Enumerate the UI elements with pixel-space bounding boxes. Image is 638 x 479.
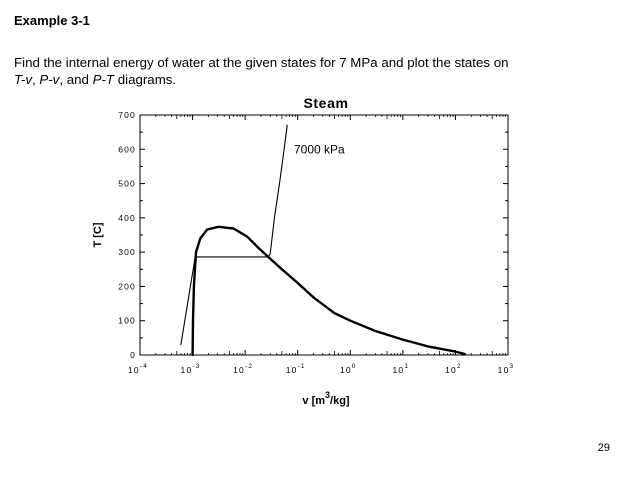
chart-title: Steam <box>303 95 348 111</box>
x-tick-exponent: 2 <box>457 363 462 370</box>
sentence-end: diagrams. <box>114 72 177 87</box>
x-tick-label: 10-3 <box>181 363 201 375</box>
x-tick-exponent: 1 <box>404 363 409 370</box>
x-tick-exponent: -2 <box>245 363 253 370</box>
problem-text-line-2: T-v, P-v, and P-T diagrams. <box>14 71 624 88</box>
x-tick-exponent: -3 <box>192 363 200 370</box>
pv-diagram-term: P-v <box>39 72 60 87</box>
x-tick-label: 10-1 <box>286 363 306 375</box>
separator: , and <box>59 72 93 87</box>
x-axis-label-part: /kg] <box>330 395 350 407</box>
problem-statement: Find the internal energy of water at the… <box>14 54 624 88</box>
y-tick-label: 700 <box>118 110 136 120</box>
x-axis-label: v [m3/kg] <box>302 390 350 407</box>
isobar-annotation: 7000 kPa <box>294 142 345 156</box>
x-tick-base: 10 <box>286 365 298 375</box>
y-tick-label: 0 <box>130 350 136 360</box>
y-tick-label: 500 <box>118 179 136 189</box>
x-tick-label: 103 <box>498 363 515 375</box>
x-tick-exponent: -4 <box>140 363 148 370</box>
x-tick-base: 10 <box>181 365 193 375</box>
x-tick-exponent: 0 <box>352 363 357 370</box>
isobar-line <box>180 124 288 346</box>
saturation-dome-line <box>191 225 466 357</box>
x-tick-label: 100 <box>340 363 357 375</box>
y-axis-label: T [C] <box>92 222 104 247</box>
y-tick-label: 400 <box>118 213 136 223</box>
x-tick-base: 10 <box>445 365 457 375</box>
x-tick-exponent: -1 <box>298 363 306 370</box>
y-tick-label: 200 <box>118 281 136 291</box>
x-tick-exponent: 3 <box>510 363 515 370</box>
x-tick-label: 10-4 <box>128 363 148 375</box>
x-tick-base: 10 <box>498 365 510 375</box>
x-tick-label: 102 <box>445 363 462 375</box>
x-tick-base: 10 <box>393 365 405 375</box>
x-tick-label: 101 <box>393 363 410 375</box>
x-tick-base: 10 <box>340 365 352 375</box>
x-tick-base: 10 <box>128 365 140 375</box>
x-axis-label-superscript: 3 <box>325 390 330 400</box>
tv-diagram-term: T-v <box>14 72 32 87</box>
problem-text-line-1: Find the internal energy of water at the… <box>14 55 509 70</box>
separator: , <box>31 72 40 87</box>
y-tick-label: 300 <box>118 247 136 257</box>
x-tick-label: 10-2 <box>233 363 253 375</box>
x-tick-base: 10 <box>233 365 245 375</box>
pt-diagram-term: P-T <box>92 72 115 87</box>
page-number: 29 <box>597 442 610 454</box>
y-tick-label: 600 <box>118 144 136 154</box>
slide-heading: Example 3-1 <box>14 13 90 28</box>
y-tick-label: 100 <box>118 316 136 326</box>
x-axis-label-part: v [m <box>302 395 325 407</box>
